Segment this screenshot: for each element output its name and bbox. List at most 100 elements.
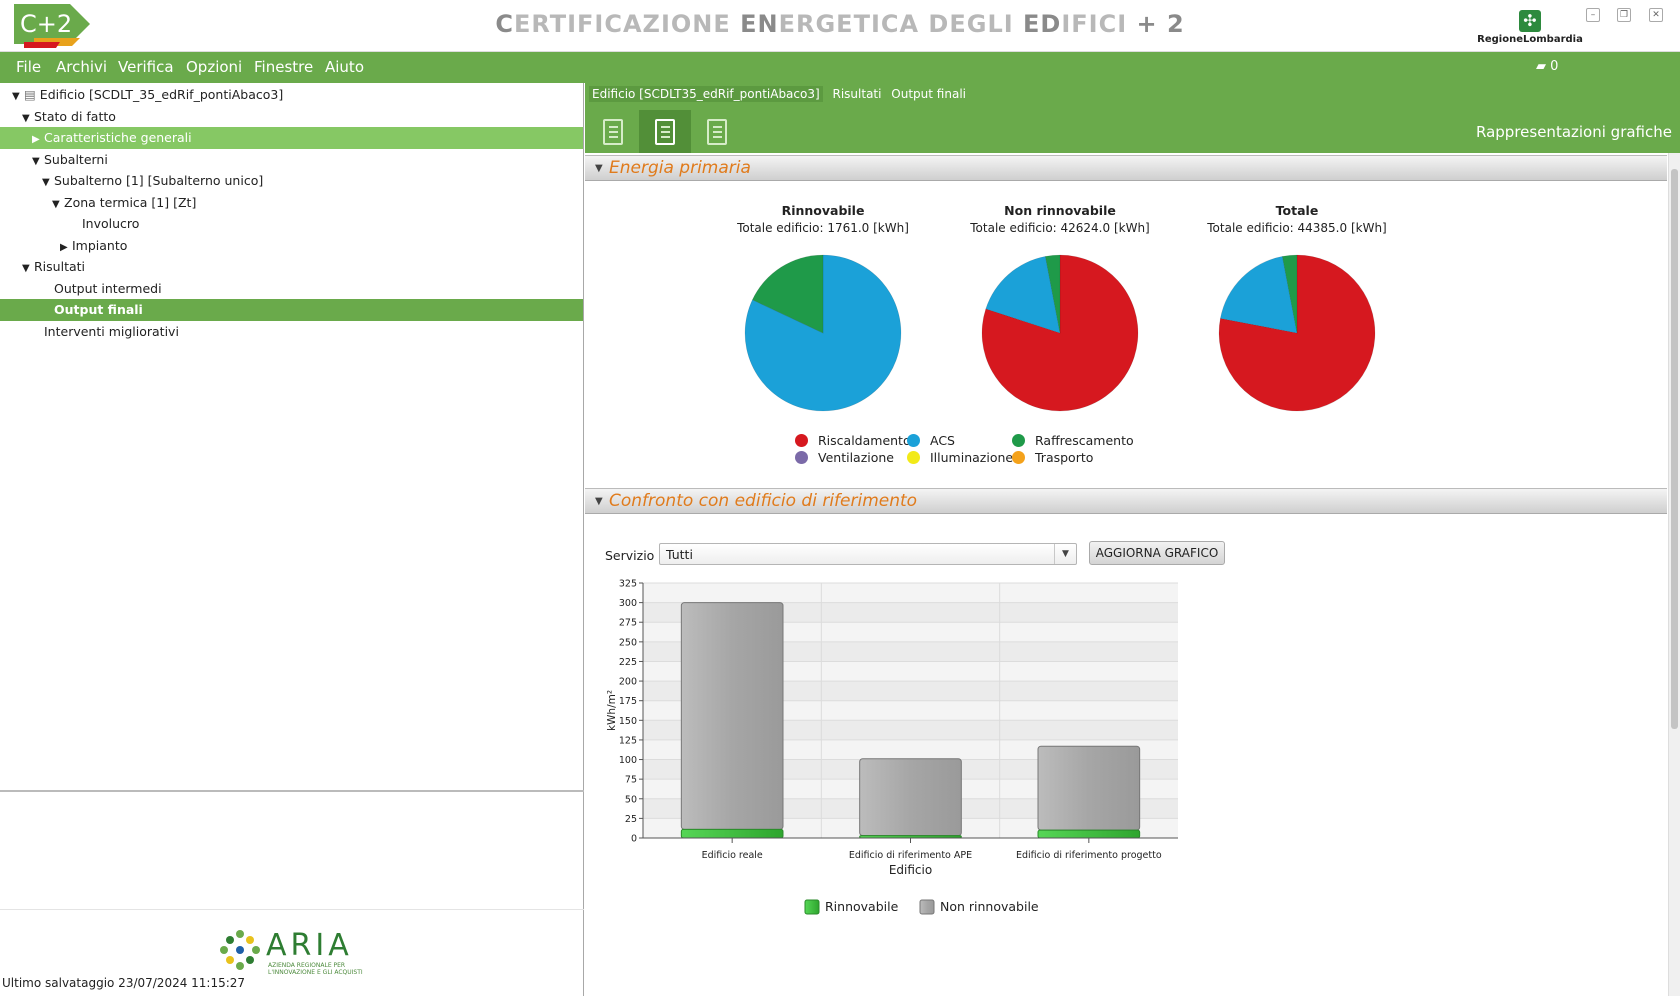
collapse-icon: ▼ xyxy=(595,496,603,507)
servizio-select[interactable]: Tutti ▼ xyxy=(659,543,1077,565)
restore-button[interactable]: ❐ xyxy=(1617,8,1631,22)
pie-totale: Totale Totale edificio: 44385.0 [kWh] xyxy=(1187,203,1407,419)
legend-label-rinnovabile: Rinnovabile xyxy=(825,899,899,914)
tree-item[interactable]: Interventi migliorativi xyxy=(0,321,583,343)
legend-label: Trasporto xyxy=(1035,450,1094,465)
bar-rinnovabile xyxy=(680,828,784,839)
close-button[interactable]: ✕ xyxy=(1649,8,1663,22)
pie-slice-acs xyxy=(1220,256,1298,334)
tree-item[interactable]: Output intermedi xyxy=(0,278,583,300)
tree-item-label: Caratteristiche generali xyxy=(44,130,192,145)
building-file-icon: ▤ xyxy=(24,87,40,102)
expanded-arrow-icon[interactable]: ▼ xyxy=(42,177,50,188)
y-tick-label: 200 xyxy=(619,677,637,688)
pie-chart-non-rinnovabile xyxy=(981,254,1139,412)
aria-name: ARIA xyxy=(266,928,353,963)
tree-item[interactable]: ▶ Caratteristiche generali xyxy=(0,127,583,149)
legend-label: Raffrescamento xyxy=(1035,433,1134,448)
tree-item-label: Output finali xyxy=(54,302,143,317)
title-bar: C+2 CERTIFICAZIONE ENERGETICA DEGLI EDIF… xyxy=(0,0,1680,52)
tree-item[interactable]: ▼ Subalterni xyxy=(0,149,583,171)
pie-slice-raffrescamento xyxy=(752,254,824,334)
view-tab-3[interactable] xyxy=(691,110,743,153)
legend-swatch xyxy=(795,451,808,464)
app-title-part: IFICI xyxy=(1061,10,1137,38)
vertical-scrollbar[interactable] xyxy=(1668,153,1680,996)
tree-item[interactable]: Involucro xyxy=(0,213,583,235)
expanded-arrow-icon[interactable]: ▼ xyxy=(22,112,30,124)
minimize-button[interactable]: – xyxy=(1586,8,1600,22)
tree-item[interactable]: ▼ Risultati xyxy=(0,256,583,278)
region-lombardia-logo: ✣ RegioneLombardia xyxy=(1470,10,1590,48)
menu-archivi[interactable]: Archivi xyxy=(56,58,108,76)
tree-item-label: Output intermedi xyxy=(54,280,162,296)
view-tab-1[interactable] xyxy=(587,110,639,153)
menu-verifica[interactable]: Verifica xyxy=(118,58,174,76)
legend-ventilazione: Ventilazione xyxy=(795,450,894,465)
y-tick-label: 275 xyxy=(619,618,637,629)
app-logo: C+2 xyxy=(14,4,90,48)
scrollbar-thumb[interactable] xyxy=(1671,169,1678,729)
tree-item-label: Impianto xyxy=(72,237,128,253)
breadcrumb-edificio[interactable]: Edificio [SCDLT35_edRif_pontiAbaco3] xyxy=(589,86,823,102)
expanded-arrow-icon[interactable]: ▼ xyxy=(22,263,30,274)
x-axis-label: Edificio xyxy=(889,863,932,877)
menu-opzioni[interactable]: Opzioni xyxy=(186,58,243,76)
tree-item-label: Zona termica [1] [Zt] xyxy=(64,194,197,210)
y-tick-label: 25 xyxy=(625,814,637,825)
pie-slice-raffrescamento xyxy=(1282,254,1298,334)
tree-item[interactable]: ▼ Zona termica [1] [Zt] xyxy=(0,192,583,214)
breadcrumb-output-finali[interactable]: Output finali xyxy=(891,87,966,101)
app-title-part: ED xyxy=(1023,10,1062,38)
y-tick-label: 75 xyxy=(625,775,637,786)
divider xyxy=(0,909,584,910)
breadcrumb-risultati[interactable]: Risultati xyxy=(832,87,882,101)
document-icon xyxy=(603,118,623,145)
legend-trasporto: Trasporto xyxy=(1012,450,1093,465)
pie-legend: Riscaldamento ACS Raffrescamento Ventila… xyxy=(795,433,1135,473)
y-tick-label: 125 xyxy=(619,735,637,746)
menu-aiuto[interactable]: Aiuto xyxy=(325,58,364,76)
pie-title: Totale xyxy=(1275,203,1319,218)
expanded-arrow-icon[interactable]: ▼ xyxy=(32,155,40,167)
expanded-arrow-icon[interactable]: ▼ xyxy=(52,198,60,210)
legend-label-non-rinnovabile: Non rinnovabile xyxy=(940,899,1039,914)
y-tick-label: 100 xyxy=(619,755,637,766)
aggiorna-grafico-button[interactable]: AGGIORNA GRAFICO xyxy=(1089,541,1225,565)
chat-icon: ▰ xyxy=(1536,59,1546,74)
tree-item-label: Involucro xyxy=(82,216,140,231)
bar-non-rinnovabile xyxy=(1037,745,1141,831)
menu-finestre[interactable]: Finestre xyxy=(254,58,314,76)
tree-item[interactable]: ▼ ▤ Edificio [SCDLT_35_edRif_pontiAbaco3] xyxy=(0,84,583,106)
chevron-down-icon[interactable]: ▼ xyxy=(1054,544,1076,564)
notifications-button[interactable]: ▰ 0 xyxy=(1536,59,1558,74)
pie-slice-acs xyxy=(985,256,1061,334)
legend-illuminazione: Illuminazione xyxy=(907,450,1013,465)
collapsed-arrow-icon[interactable]: ▶ xyxy=(32,134,40,145)
servizio-label: Servizio xyxy=(605,548,655,563)
section-confronto[interactable]: ▼ Confronto con edificio di riferimento xyxy=(585,488,1667,514)
tree-item-label: Interventi migliorativi xyxy=(44,323,179,339)
y-axis-label: kWh/m² xyxy=(606,690,618,731)
pie-subtitle: Totale edificio: 1761.0 [kWh] xyxy=(737,221,909,235)
collapsed-arrow-icon[interactable]: ▶ xyxy=(60,241,68,253)
tree-item[interactable]: Output finali xyxy=(0,299,583,321)
tree-item[interactable]: ▼ Subalterno [1] [Subalterno unico] xyxy=(0,170,583,192)
aria-logo: ARIA AZIENDA REGIONALE PER L'INNOVAZIONE… xyxy=(218,928,378,978)
pie-slice-acs xyxy=(744,254,902,412)
section-energia-primaria[interactable]: ▼ Energia primaria xyxy=(585,155,1667,181)
bar-chart-confronto: 0 25 50 75 100 125 150 175 200 225 250 275 300 325 Edi… xyxy=(606,579,1178,915)
legend-swatch xyxy=(1012,451,1025,464)
view-tab-2[interactable] xyxy=(639,110,691,153)
splitter-handle[interactable] xyxy=(0,790,584,792)
legend-swatch xyxy=(907,434,920,447)
app-title-part: ERGETICA DEGLI xyxy=(778,10,1024,38)
tree-item[interactable]: ▶ Impianto xyxy=(0,235,583,257)
menu-file[interactable]: File xyxy=(16,58,42,76)
tree-item[interactable]: ▼ Stato di fatto xyxy=(0,106,583,128)
legend-label: Ventilazione xyxy=(818,450,894,465)
pie-rinnovabile: Rinnovabile Totale edificio: 1761.0 [kWh… xyxy=(713,203,933,419)
y-tick-label: 250 xyxy=(619,637,637,648)
legend-swatch xyxy=(907,451,920,464)
expanded-arrow-icon[interactable]: ▼ xyxy=(12,91,20,102)
